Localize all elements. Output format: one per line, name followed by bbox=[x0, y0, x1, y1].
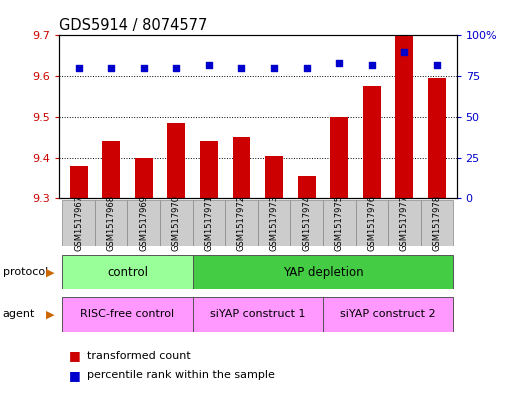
Bar bbox=[428, 78, 446, 198]
Bar bbox=[388, 200, 421, 246]
Text: GSM1517978: GSM1517978 bbox=[432, 195, 442, 251]
Bar bbox=[330, 117, 348, 198]
Text: protocol: protocol bbox=[3, 267, 48, 277]
Bar bbox=[62, 200, 95, 246]
Text: siYAP construct 1: siYAP construct 1 bbox=[210, 309, 306, 320]
Text: GSM1517977: GSM1517977 bbox=[400, 195, 409, 251]
Text: YAP depletion: YAP depletion bbox=[283, 266, 363, 279]
Point bbox=[172, 65, 181, 71]
Text: control: control bbox=[107, 266, 148, 279]
Bar bbox=[127, 200, 160, 246]
Bar bbox=[323, 200, 356, 246]
Point bbox=[74, 65, 83, 71]
Bar bbox=[363, 86, 381, 198]
Bar bbox=[95, 200, 127, 246]
Point bbox=[368, 62, 376, 68]
Point bbox=[335, 60, 343, 66]
Bar bbox=[70, 166, 88, 198]
Text: GSM1517974: GSM1517974 bbox=[302, 195, 311, 251]
Text: agent: agent bbox=[3, 309, 35, 320]
Text: GSM1517970: GSM1517970 bbox=[172, 195, 181, 251]
Text: ■: ■ bbox=[69, 369, 81, 382]
Bar bbox=[192, 297, 323, 332]
Bar bbox=[192, 255, 453, 289]
Text: GSM1517972: GSM1517972 bbox=[237, 195, 246, 251]
Text: GSM1517973: GSM1517973 bbox=[269, 195, 279, 251]
Bar bbox=[396, 35, 413, 198]
Text: RISC-free control: RISC-free control bbox=[81, 309, 174, 320]
Text: GSM1517971: GSM1517971 bbox=[204, 195, 213, 251]
Text: GSM1517968: GSM1517968 bbox=[107, 195, 115, 251]
Point bbox=[238, 65, 246, 71]
Bar bbox=[356, 200, 388, 246]
Text: GSM1517969: GSM1517969 bbox=[139, 195, 148, 251]
Point bbox=[107, 65, 115, 71]
Bar bbox=[290, 200, 323, 246]
Point bbox=[400, 48, 408, 55]
Bar bbox=[225, 200, 258, 246]
Text: GSM1517976: GSM1517976 bbox=[367, 195, 377, 251]
Point bbox=[433, 62, 441, 68]
Bar bbox=[192, 200, 225, 246]
Bar bbox=[200, 141, 218, 198]
Bar bbox=[167, 123, 185, 198]
Text: GSM1517967: GSM1517967 bbox=[74, 195, 83, 251]
Bar bbox=[135, 158, 153, 198]
Point bbox=[140, 65, 148, 71]
Bar bbox=[265, 156, 283, 198]
Bar bbox=[232, 137, 250, 198]
Text: percentile rank within the sample: percentile rank within the sample bbox=[87, 370, 275, 380]
Bar bbox=[258, 200, 290, 246]
Text: GDS5914 / 8074577: GDS5914 / 8074577 bbox=[59, 18, 207, 33]
Bar bbox=[298, 176, 315, 198]
Text: ▶: ▶ bbox=[46, 309, 54, 320]
Bar bbox=[102, 141, 120, 198]
Text: siYAP construct 2: siYAP construct 2 bbox=[340, 309, 436, 320]
Point bbox=[303, 65, 311, 71]
Text: transformed count: transformed count bbox=[87, 351, 191, 361]
Bar bbox=[62, 255, 192, 289]
Bar bbox=[160, 200, 192, 246]
Bar bbox=[421, 200, 453, 246]
Text: ■: ■ bbox=[69, 349, 81, 362]
Bar bbox=[62, 297, 192, 332]
Text: ▶: ▶ bbox=[46, 267, 54, 277]
Point bbox=[270, 65, 278, 71]
Bar bbox=[323, 297, 453, 332]
Point bbox=[205, 62, 213, 68]
Text: GSM1517975: GSM1517975 bbox=[335, 195, 344, 251]
